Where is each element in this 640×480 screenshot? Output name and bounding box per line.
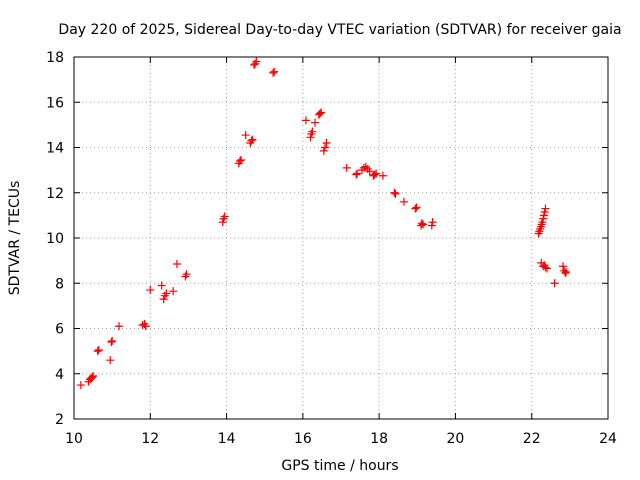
data-point (541, 263, 550, 272)
data-point (159, 295, 168, 304)
data-point (88, 373, 97, 382)
data-point (412, 203, 421, 212)
data-point (141, 322, 150, 331)
x-tick-label: 12 (141, 431, 159, 447)
y-axis-title: SDTVAR / TECUs (7, 181, 23, 296)
data-point (93, 347, 102, 356)
data-point (107, 338, 116, 347)
data-point (558, 262, 567, 271)
data-point (372, 169, 381, 178)
y-tick-label: 14 (46, 141, 64, 157)
data-point (411, 204, 420, 213)
data-point (317, 108, 326, 117)
data-point (419, 220, 428, 229)
data-point (542, 264, 551, 273)
x-tick-label: 10 (65, 431, 83, 447)
y-tick-label: 8 (55, 276, 64, 292)
y-tick-label: 16 (46, 95, 64, 111)
grid (74, 57, 608, 419)
y-axis: 2 4 6 8 10 12 14 16 18 (46, 50, 608, 428)
data-point (390, 188, 399, 197)
data-point (94, 345, 103, 354)
data-point (539, 214, 548, 223)
data-point (182, 270, 191, 279)
data-point (248, 135, 257, 144)
x-tick-label: 24 (599, 431, 617, 447)
data-point (538, 218, 547, 227)
data-point (399, 197, 408, 206)
data-point (157, 281, 166, 290)
data-point (247, 136, 256, 145)
data-point (76, 381, 85, 390)
x-axis: 10 12 14 16 18 20 22 24 (65, 57, 617, 447)
data-point (541, 204, 550, 213)
x-tick-label: 20 (447, 431, 465, 447)
data-point (391, 189, 400, 198)
data-points (76, 57, 571, 390)
data-point (235, 157, 244, 166)
data-point (539, 211, 548, 220)
data-point (342, 163, 351, 172)
data-point (417, 219, 426, 228)
data-point (270, 67, 279, 76)
data-point (370, 170, 379, 179)
x-axis-title: GPS time / hours (281, 458, 398, 474)
y-tick-label: 10 (46, 231, 64, 247)
data-point (162, 289, 171, 298)
data-point (306, 133, 315, 142)
data-point (172, 260, 181, 269)
data-point (378, 171, 387, 180)
x-tick-label: 16 (294, 431, 312, 447)
data-point (562, 267, 571, 276)
x-tick-label: 22 (523, 431, 541, 447)
data-point (108, 336, 117, 345)
data-point (308, 127, 317, 136)
y-tick-label: 6 (55, 322, 64, 338)
data-point (353, 169, 362, 178)
data-point (169, 287, 178, 296)
data-point (540, 207, 549, 216)
chart-title: Day 220 of 2025, Sidereal Day-to-day VTE… (58, 22, 621, 38)
x-tick-label: 18 (370, 431, 388, 447)
data-point (115, 322, 124, 331)
data-point (106, 356, 115, 365)
data-point (89, 372, 98, 381)
data-point (241, 131, 250, 140)
x-tick-label: 14 (218, 431, 236, 447)
data-point (561, 269, 570, 278)
data-point (252, 57, 261, 66)
data-point (218, 218, 227, 227)
y-tick-label: 2 (55, 412, 64, 428)
y-tick-label: 12 (46, 186, 64, 202)
data-point (428, 218, 437, 227)
data-point (237, 155, 246, 164)
data-point (427, 221, 436, 230)
y-tick-label: 4 (55, 367, 64, 383)
data-point (352, 170, 361, 179)
data-point (320, 143, 329, 152)
data-point (322, 138, 331, 147)
data-point (146, 286, 155, 295)
data-point (319, 146, 328, 155)
plot-frame (73, 56, 609, 420)
data-point (269, 68, 278, 77)
data-point (311, 118, 320, 127)
data-point (550, 279, 559, 288)
data-point (359, 163, 368, 172)
data-point (316, 109, 325, 118)
data-point (365, 167, 374, 176)
data-point (220, 212, 229, 221)
data-point (301, 116, 310, 125)
y-tick-label: 18 (46, 50, 64, 66)
